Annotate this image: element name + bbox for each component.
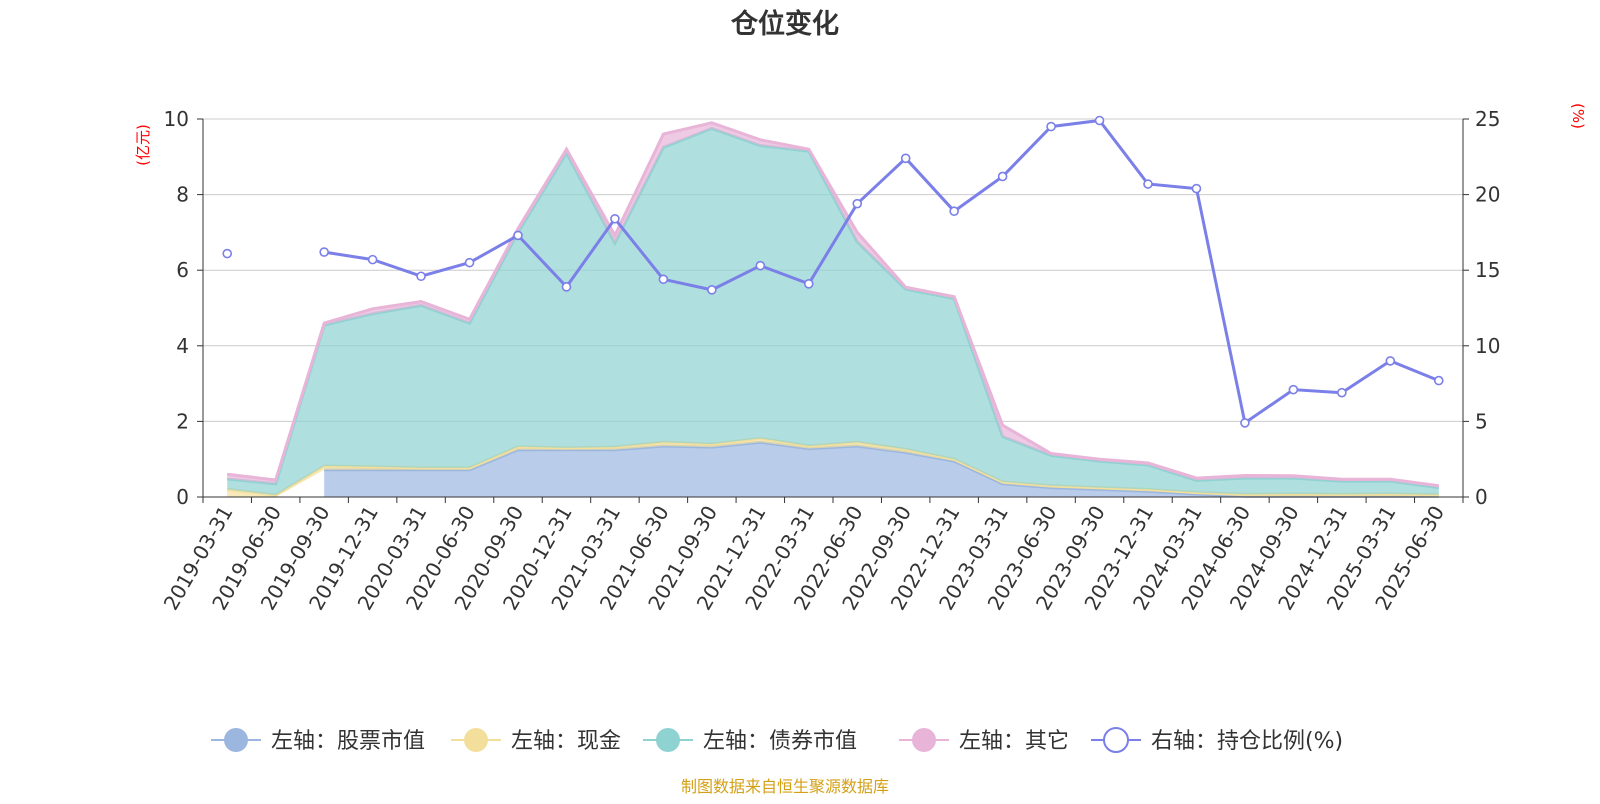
left-axis-tick-label: 6 [176,258,189,282]
ratio-point [997,171,1008,182]
stacked-areas [227,121,1439,498]
ratio-line-path [323,118,1440,426]
ratio-point [610,213,620,224]
ratio-point [319,247,329,257]
ratio-point [1337,387,1347,398]
right-axis-tick-label: 10 [1475,334,1500,358]
ratio-point [1046,121,1056,132]
left-axis-tick-label: 0 [176,485,189,509]
legend-marker-circle [656,728,680,752]
legend-marker-circle [1103,727,1129,753]
area-4 [227,122,1439,488]
left-axis-tick-label: 10 [164,107,189,131]
legend-label: 左轴：股票市值 [271,729,425,754]
ratio-point [367,254,378,265]
left-axis-tick-label: 8 [176,183,189,207]
legend-item: 左轴：现金 [451,728,621,754]
left-axis-tick-label: 2 [176,409,189,433]
right-axis-tick-label: 25 [1475,107,1500,131]
area-3 [227,128,1439,496]
data-source-note: 制图数据来自恒生聚源数据库 [681,777,889,796]
ratio-point [658,274,669,285]
legend-marker-circle [912,728,936,752]
area-1 [324,442,1439,497]
legend-label: 右轴：持仓比例(%) [1151,729,1343,754]
ratio-point [1143,179,1153,189]
ratio-point [707,285,717,295]
legend-label: 左轴：其它 [959,729,1069,754]
legend: 左轴：股票市值 左轴：现金 左轴：债券市值 左轴：其它 右轴：持仓比例(%) [211,727,1343,754]
ratio-point [1094,115,1105,126]
right-axis-tick-label: 5 [1475,409,1488,433]
right-axis-tick-label: 20 [1475,183,1500,207]
legend-marker-circle [224,728,248,752]
ratio-point [513,230,523,241]
legend-label: 左轴：现金 [511,729,621,754]
legend-marker-circle [464,728,488,752]
area-edge-4 [227,121,1439,488]
ratio-point [1288,384,1299,395]
legend-item: 左轴：债券市值 [643,728,857,754]
right-axis-tick-label: 0 [1475,485,1488,509]
ratio-point [900,153,911,164]
ratio-point [416,271,426,282]
ratio-point [222,248,233,259]
ratio-point [949,206,959,217]
legend-item: 左轴：其它 [899,728,1069,754]
holding-ratio-line [222,115,1444,428]
ratio-point [1191,183,1202,194]
right-axis-unit: (%) [1569,103,1587,129]
legend-label: 左轴：债券市值 [703,729,857,754]
ratio-point [561,282,572,292]
left-axis-tick-label: 4 [176,334,189,358]
left-axis-unit: (亿元) [134,124,152,166]
ratio-point [803,279,814,289]
chart-title: 仓位变化 [730,8,839,40]
ratio-point [1240,418,1250,428]
legend-item: 左轴：股票市值 [211,728,425,754]
ratio-point [1385,356,1396,366]
ratio-point [852,198,863,209]
legend-item: 右轴：持仓比例(%) [1091,727,1343,754]
ratio-point [755,260,766,271]
right-axis-tick-label: 15 [1475,258,1500,282]
ratio-point [464,257,475,268]
ratio-point [1433,375,1444,386]
